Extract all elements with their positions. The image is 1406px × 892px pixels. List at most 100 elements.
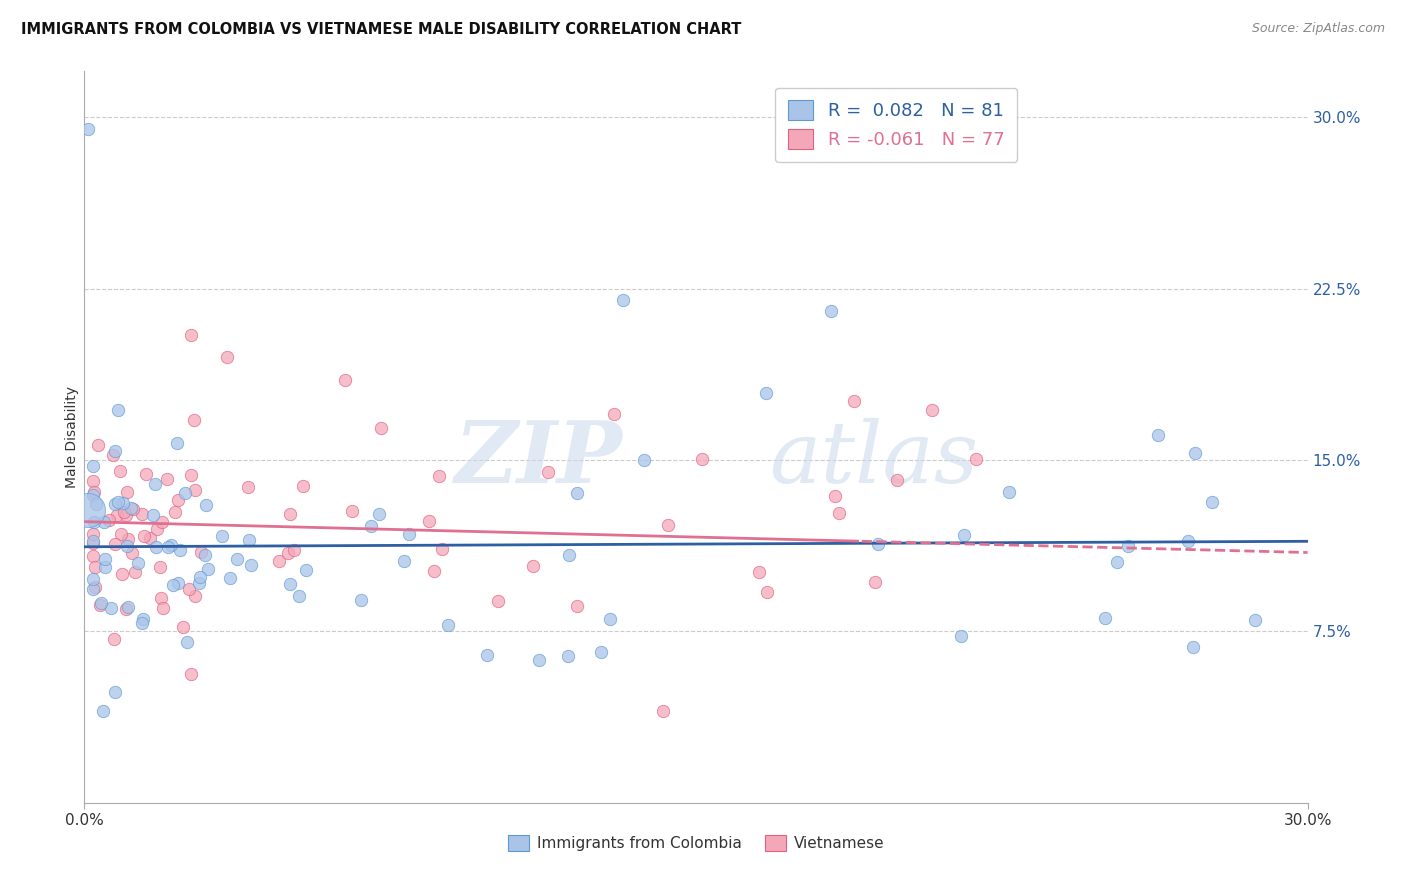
Point xyxy=(690,451,713,466)
Point xyxy=(824,489,846,503)
Point xyxy=(950,629,973,643)
Point xyxy=(93,515,115,529)
Point xyxy=(124,566,146,580)
Point xyxy=(156,472,179,486)
Point xyxy=(217,350,239,364)
Point xyxy=(143,476,166,491)
Point xyxy=(340,504,363,518)
Point xyxy=(82,582,104,596)
Point xyxy=(117,485,139,500)
Point xyxy=(82,526,104,541)
Point xyxy=(121,501,143,516)
Point xyxy=(101,448,124,462)
Point xyxy=(1243,613,1265,627)
Point xyxy=(111,566,134,581)
Point xyxy=(82,534,104,549)
Point xyxy=(77,503,100,517)
Point xyxy=(149,560,172,574)
Point xyxy=(418,514,440,528)
Point xyxy=(368,507,391,521)
Point xyxy=(166,575,188,590)
Point xyxy=(180,327,202,342)
Point xyxy=(1094,610,1116,624)
Point xyxy=(180,667,202,681)
Point xyxy=(288,589,311,603)
Point xyxy=(150,516,173,530)
Point xyxy=(110,526,132,541)
Point xyxy=(1107,555,1129,569)
Point xyxy=(117,599,139,614)
Point xyxy=(114,601,136,615)
Point xyxy=(276,546,298,560)
Point xyxy=(173,486,195,500)
Point xyxy=(84,559,107,574)
Point xyxy=(194,548,217,562)
Point xyxy=(398,526,420,541)
Point xyxy=(527,652,550,666)
Point xyxy=(997,484,1019,499)
Y-axis label: Male Disability: Male Disability xyxy=(65,386,79,488)
Point xyxy=(150,591,173,605)
Point xyxy=(94,551,117,566)
Point xyxy=(82,572,104,586)
Point xyxy=(160,537,183,551)
Point xyxy=(108,464,131,478)
Point xyxy=(828,506,851,520)
Point xyxy=(83,484,105,499)
Point xyxy=(657,517,679,532)
Point xyxy=(1184,446,1206,460)
Point xyxy=(82,474,104,488)
Point xyxy=(335,373,357,387)
Text: ZIP: ZIP xyxy=(454,417,623,500)
Point xyxy=(603,407,626,421)
Point xyxy=(756,585,779,599)
Point xyxy=(183,483,205,498)
Point xyxy=(612,293,634,307)
Point xyxy=(86,438,108,452)
Point xyxy=(1147,428,1170,442)
Point xyxy=(166,436,188,450)
Point xyxy=(422,565,444,579)
Point xyxy=(651,705,673,719)
Point xyxy=(1182,640,1205,655)
Point xyxy=(90,596,112,610)
Point xyxy=(127,557,149,571)
Point xyxy=(98,514,121,528)
Point xyxy=(278,507,301,521)
Point xyxy=(82,488,104,502)
Point xyxy=(886,473,908,487)
Point xyxy=(103,632,125,647)
Point xyxy=(430,542,453,557)
Point xyxy=(135,467,157,482)
Point xyxy=(292,478,315,492)
Point xyxy=(195,499,218,513)
Point xyxy=(166,492,188,507)
Point xyxy=(152,601,174,615)
Point xyxy=(188,570,211,584)
Point xyxy=(599,612,621,626)
Point xyxy=(84,497,107,511)
Point xyxy=(370,421,392,435)
Point xyxy=(427,468,450,483)
Point xyxy=(176,635,198,649)
Point xyxy=(184,590,207,604)
Point xyxy=(172,620,194,634)
Point xyxy=(165,505,187,519)
Point xyxy=(82,458,104,473)
Point xyxy=(145,540,167,554)
Point xyxy=(84,580,107,594)
Point xyxy=(162,577,184,591)
Point xyxy=(169,543,191,558)
Point xyxy=(104,444,127,458)
Text: Source: ZipAtlas.com: Source: ZipAtlas.com xyxy=(1251,22,1385,36)
Point xyxy=(115,508,138,523)
Point xyxy=(134,529,156,543)
Point xyxy=(921,402,943,417)
Point xyxy=(156,540,179,554)
Point xyxy=(132,613,155,627)
Point xyxy=(842,393,865,408)
Point xyxy=(82,536,104,550)
Point xyxy=(866,537,889,551)
Point xyxy=(1201,495,1223,509)
Point xyxy=(121,546,143,560)
